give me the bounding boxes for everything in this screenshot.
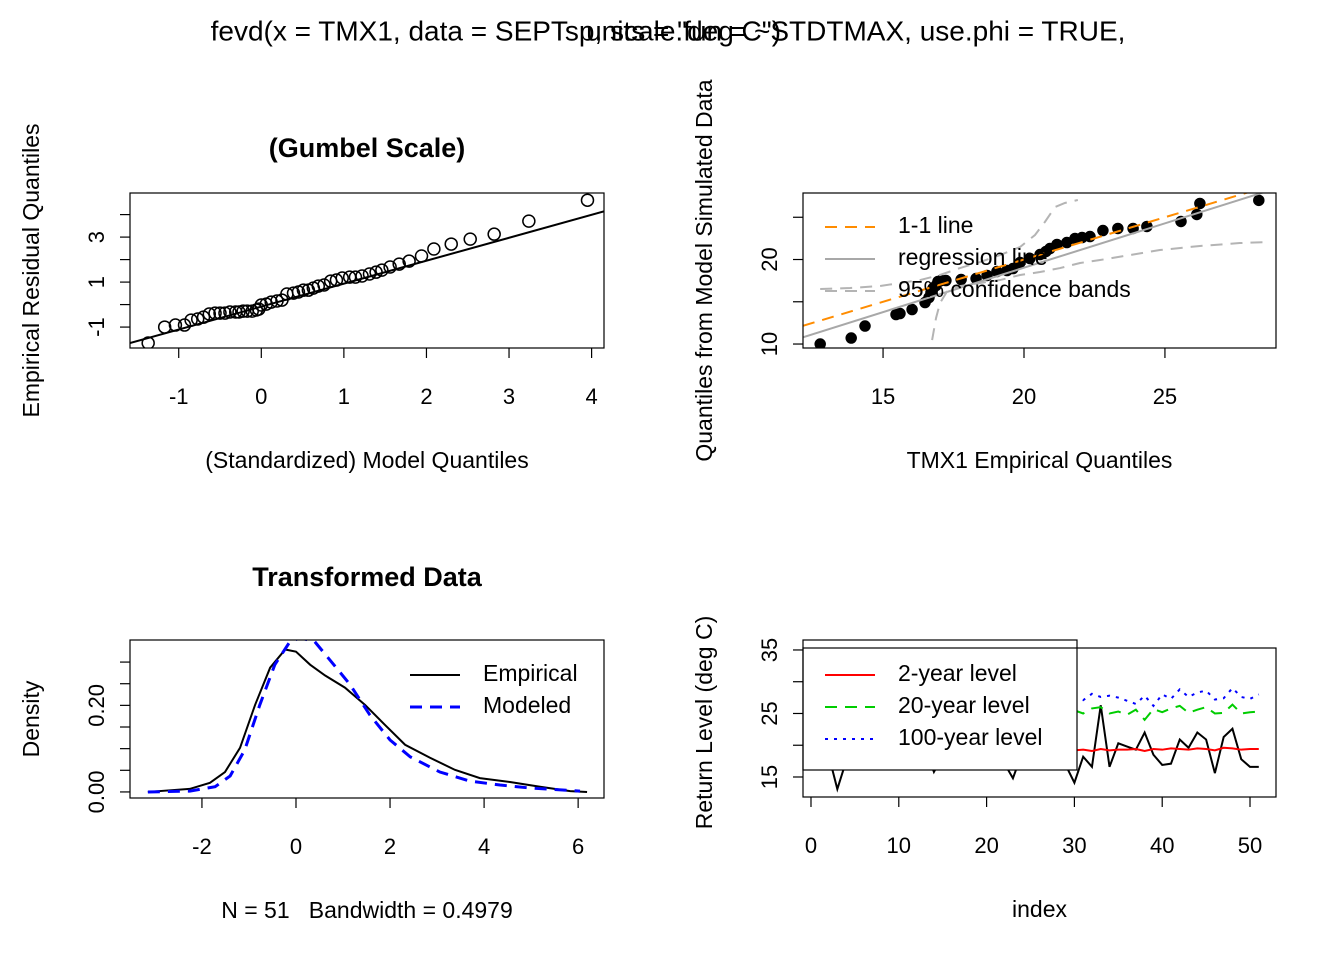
y-axis-label: Empirical Residual Quantiles [18,123,44,417]
x-tick-label: 0 [805,833,817,858]
reference-line [803,193,1250,327]
x-tick-label: 2 [420,384,432,409]
point [402,254,416,268]
point [427,242,441,256]
point [392,257,406,271]
point [463,232,477,246]
series-line [147,640,581,794]
y-axis-label: Return Level (deg C) [691,616,717,830]
point [1084,230,1096,243]
x-tick-label: 10 [887,833,911,858]
point [383,260,397,274]
y-axis-label: Quantiles from Model Simulated Data [691,79,717,461]
point [894,307,906,320]
confidence-band [931,241,1270,341]
point [580,193,595,207]
point [444,237,458,251]
plot-area [130,193,604,348]
x-tick-label: 4 [585,384,597,409]
plot-area [803,193,1270,348]
reference-line [803,193,1265,339]
legend-label: Empirical [483,660,578,686]
x-tick-label: 6 [572,834,584,859]
x-tick-label: 50 [1238,833,1262,858]
legend-label: 2-year level [898,660,1017,686]
point [218,306,232,320]
y-tick-label: 0.20 [84,684,109,727]
panel-title: (Gumbel Scale) [269,133,466,163]
plot-frame [129,192,605,349]
x-axis-label: TMX1 Empirical Quantiles [907,447,1173,473]
point [296,283,311,297]
plot-frame [802,192,1277,349]
y-axis-label: Density [18,680,44,757]
main-title: fevd(x = TMX1, data = SEPTsp, scale.fun … [211,15,1126,46]
x-tick-label: 40 [1150,833,1174,858]
legend-label: 20-year level [898,692,1030,718]
confidence-band [820,199,1079,291]
x-tick-label: 20 [974,833,998,858]
point [223,305,237,319]
point [213,306,227,320]
reference-line [130,210,604,345]
legend-label: Modeled [483,692,571,718]
legend-label: 1-1 line [898,212,973,238]
y-tick-label: 0.00 [84,771,109,814]
x-tick-label: -1 [169,384,189,409]
series-line [819,686,1260,708]
point [375,263,389,277]
x-tick-label: 30 [1062,833,1086,858]
y-tick-label: 10 [757,332,782,356]
x-axis-label: index [1012,896,1067,922]
series-line [147,648,588,793]
x-tick-label: -2 [192,834,212,859]
point [487,227,501,241]
y-tick-label: 35 [757,638,782,662]
point [1194,197,1206,210]
plot-frame [129,639,605,799]
point [348,270,363,284]
point [286,286,301,300]
y-tick-label: 1 [84,276,109,288]
x-axis-label: N = 51 Bandwidth = 0.4979 [221,897,513,923]
y-tick-label: 15 [757,765,782,789]
x-tick-label: 1 [338,384,350,409]
point [236,304,250,318]
main-title: units = "deg C") [555,15,781,46]
x-tick-label: 4 [478,834,490,859]
x-tick-label: 2 [384,834,396,859]
panel-title: Transformed Data [252,562,483,592]
point [845,332,857,344]
point [311,279,326,293]
x-axis-label: (Standardized) Model Quantiles [205,447,528,473]
point [522,214,536,228]
legend-label: 95% confidence bands [898,276,1131,302]
point [859,320,871,332]
legend-box [802,639,1078,771]
y-tick-label: -1 [84,317,109,337]
point [906,303,918,316]
point [1097,224,1109,237]
x-tick-label: 20 [1012,384,1036,409]
x-tick-label: 15 [871,384,895,409]
point [317,278,331,292]
x-tick-label: 0 [255,384,267,409]
legend-label: 100-year level [898,724,1042,750]
point [814,338,826,348]
x-tick-label: 0 [290,834,302,859]
legend-label: regression line [898,244,1048,270]
x-tick-label: 25 [1153,384,1177,409]
y-tick-label: 3 [84,231,109,243]
y-tick-label: 25 [757,701,782,725]
y-tick-label: 20 [757,247,782,271]
plot-frame [802,647,1277,798]
x-tick-label: 3 [503,384,515,409]
point [1253,194,1265,207]
plot-area [147,640,588,794]
